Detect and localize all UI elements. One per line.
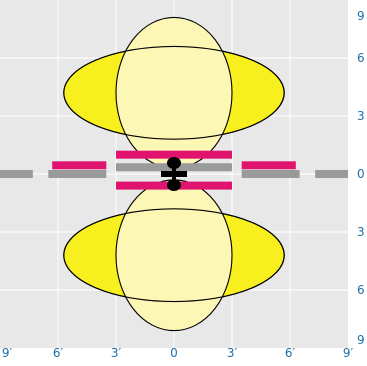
gray-bar: [48, 170, 107, 178]
x-tick-label: 9′: [343, 346, 354, 360]
gray-bar: [315, 170, 348, 178]
y-tick-label: 9: [357, 9, 365, 23]
x-tick-label: 9′: [2, 346, 13, 360]
x-tick-label: 6′: [53, 346, 64, 360]
gray-bar: [241, 170, 300, 178]
magenta-bar: [116, 150, 232, 159]
x-tick-label: 6′: [285, 346, 296, 360]
x-tick-label: 3′: [227, 346, 238, 360]
magenta-bar: [241, 161, 296, 170]
x-axis-labels: 9′ 6′ 3′ 0 3′ 6′ 9′: [2, 346, 354, 360]
magenta-bar: [52, 161, 107, 170]
light-lobe-outline: [63, 45, 285, 140]
y-tick-label: 3: [357, 225, 365, 239]
y-tick-label: 6: [357, 283, 365, 297]
fixture-icon: [161, 157, 187, 191]
light-lobe-outline: [63, 208, 285, 303]
y-tick-label: 6: [357, 51, 365, 65]
y-tick-label: 3: [357, 109, 365, 123]
y-tick-label: 9: [357, 333, 365, 347]
fixture-stem: [172, 158, 176, 190]
gray-bar: [0, 170, 33, 178]
lobes: [63, 16, 285, 332]
x-tick-label: 3′: [111, 346, 122, 360]
light-lobe: [115, 16, 233, 169]
y-tick-label: 0: [357, 167, 365, 181]
x-tick-label: 0: [170, 346, 178, 360]
y-axis-labels: 9 6 3 0 3 6 9: [357, 9, 365, 347]
light-lobe: [115, 179, 233, 332]
